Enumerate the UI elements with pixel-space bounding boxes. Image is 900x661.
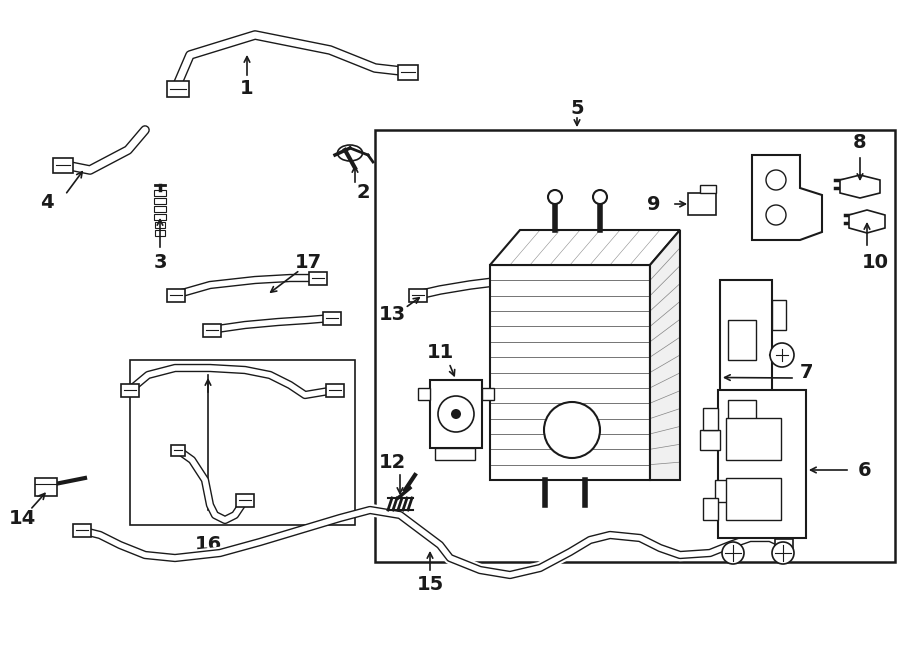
Bar [728, 320, 756, 360]
Bar [700, 430, 720, 450]
Bar [73, 524, 91, 537]
Bar [430, 380, 482, 448]
Bar [775, 539, 793, 551]
Bar [154, 198, 166, 204]
Bar [155, 214, 166, 220]
Bar [155, 222, 166, 228]
Bar [167, 81, 189, 97]
Polygon shape [490, 230, 680, 265]
Polygon shape [840, 175, 880, 198]
Bar [309, 272, 327, 284]
Text: 3: 3 [153, 253, 166, 272]
Bar [35, 478, 57, 496]
Bar [398, 65, 418, 79]
Bar [53, 157, 73, 173]
Text: 6: 6 [858, 461, 871, 479]
Bar [726, 478, 781, 520]
Bar [326, 383, 344, 397]
Bar [409, 288, 427, 301]
Bar [728, 400, 756, 440]
Text: 11: 11 [427, 344, 454, 362]
Bar [435, 448, 475, 460]
Polygon shape [849, 210, 885, 233]
Circle shape [722, 542, 744, 564]
Text: 15: 15 [417, 576, 444, 594]
Circle shape [772, 542, 794, 564]
Bar [167, 288, 185, 301]
Bar [700, 185, 716, 193]
Circle shape [548, 190, 562, 204]
Text: 12: 12 [378, 453, 406, 471]
Text: 10: 10 [861, 253, 888, 272]
Text: 1: 1 [240, 79, 254, 98]
Bar [375, 130, 895, 562]
Bar [490, 265, 650, 480]
Bar [130, 360, 355, 525]
Text: 7: 7 [800, 362, 814, 381]
Polygon shape [650, 230, 680, 480]
Bar [418, 388, 430, 400]
Bar [703, 408, 718, 430]
Text: 9: 9 [646, 194, 660, 214]
Bar [203, 323, 221, 336]
Bar [720, 280, 772, 475]
Circle shape [766, 205, 786, 225]
Bar [171, 444, 185, 455]
Bar [121, 383, 139, 397]
Text: 13: 13 [378, 305, 406, 325]
Bar [703, 498, 718, 520]
Bar [726, 418, 781, 460]
Text: 4: 4 [40, 194, 54, 212]
Circle shape [766, 170, 786, 190]
Bar [482, 388, 494, 400]
Bar [688, 193, 716, 215]
Text: 2: 2 [356, 184, 370, 202]
Bar [236, 494, 254, 506]
Bar [154, 206, 166, 212]
Text: 5: 5 [571, 98, 584, 118]
Circle shape [593, 190, 607, 204]
Text: 8: 8 [853, 134, 867, 153]
Circle shape [770, 343, 794, 367]
Bar [323, 311, 341, 325]
Circle shape [544, 402, 600, 458]
Polygon shape [752, 155, 822, 240]
Bar [154, 190, 166, 196]
Bar [718, 390, 806, 538]
Circle shape [438, 396, 474, 432]
Bar [155, 230, 166, 236]
Bar [772, 300, 786, 330]
Bar [715, 480, 750, 502]
Text: 16: 16 [194, 535, 221, 555]
Circle shape [451, 409, 461, 419]
Text: 17: 17 [294, 254, 321, 272]
Text: 14: 14 [8, 508, 36, 527]
